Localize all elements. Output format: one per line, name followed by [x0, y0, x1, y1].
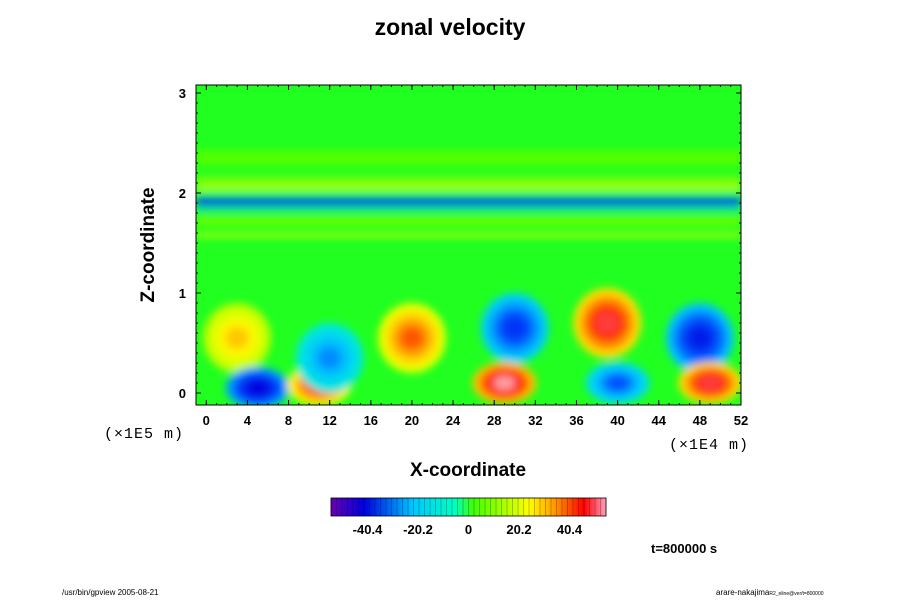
velocity-blob	[493, 375, 516, 391]
y-scale-note: (×1E5 m)	[104, 426, 185, 443]
x-tick-label: 8	[285, 413, 292, 428]
colorbar-tick-label: -20.2	[403, 522, 433, 537]
x-tick-label: 24	[446, 413, 461, 428]
velocity-blob	[606, 375, 629, 391]
x-tick-label: 40	[610, 413, 624, 428]
y-tick-label: 3	[179, 86, 186, 101]
x-tick-label: 52	[734, 413, 748, 428]
y-tick-label: 0	[179, 386, 186, 401]
plot-area	[196, 85, 741, 405]
jet-band	[196, 233, 741, 237]
x-tick-label: 44	[652, 413, 667, 428]
jet-band	[196, 192, 741, 196]
x-tick-label: 48	[693, 413, 707, 428]
footer-right: arare-nakajimaR2_eline@ver/t=800000	[716, 588, 824, 597]
jet-band	[196, 217, 741, 225]
jet-band	[196, 185, 741, 189]
x-tick-label: 28	[487, 413, 501, 428]
x-tick-label: 32	[528, 413, 542, 428]
velocity-blob	[595, 312, 619, 334]
x-tick-label: 20	[405, 413, 419, 428]
x-tick-label: 16	[364, 413, 378, 428]
y-tick-label: 1	[179, 286, 186, 301]
velocity-blob	[688, 327, 712, 349]
jet-band	[196, 176, 741, 182]
jet-band	[196, 150, 741, 166]
footer-left: /usr/bin/gpview 2005-08-21	[62, 588, 159, 597]
time-label: t=800000 s	[651, 541, 718, 556]
x-axis-label: X-coordinate	[409, 460, 527, 481]
y-axis-label: Z-coordinate	[138, 187, 159, 303]
velocity-blob	[400, 327, 424, 349]
velocity-blob	[225, 327, 249, 349]
x-tick-label: 4	[244, 413, 252, 428]
velocity-blob	[246, 380, 269, 396]
velocity-blob	[503, 317, 527, 339]
plot-frame	[195, 84, 742, 406]
x-tick-label: 36	[569, 413, 583, 428]
y-tick-label: 2	[179, 186, 186, 201]
colorbar-tick-label: 0	[465, 522, 472, 537]
footer-right-small: R2_eline@ver/t=800000	[769, 591, 824, 597]
colorbar-tick-label: -40.4	[353, 522, 383, 537]
jet-band	[196, 206, 741, 210]
x-scale-note: (×1E4 m)	[669, 437, 750, 454]
velocity-blob	[699, 375, 722, 391]
colorbar-tick-label: 20.2	[506, 522, 531, 537]
x-tick-label: 12	[322, 413, 336, 428]
x-tick-label: 0	[203, 413, 210, 428]
jet-band	[196, 197, 741, 205]
colorbar-tick-label: 40.4	[557, 522, 583, 537]
chart-title: zonal velocity	[374, 14, 526, 40]
background-field	[196, 85, 741, 405]
velocity-blob	[318, 347, 342, 369]
footer-right-main: arare-nakajima	[716, 588, 770, 597]
